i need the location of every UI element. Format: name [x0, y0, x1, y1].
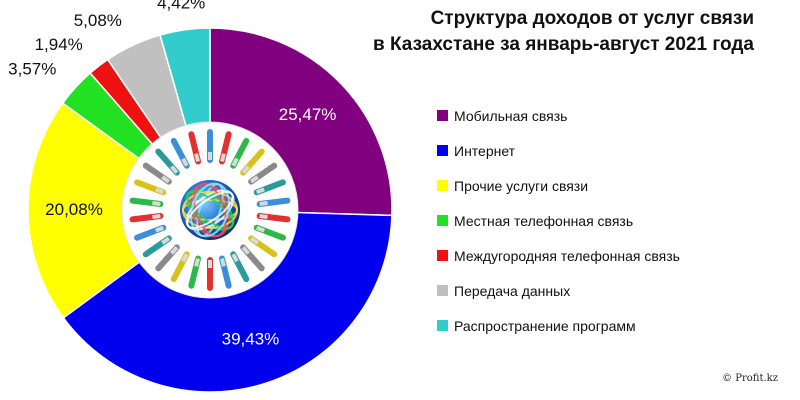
legend-swatch [437, 320, 448, 331]
legend-label: Прочие услуги связи [454, 177, 589, 194]
cable-plug-tip [181, 157, 189, 167]
slice-label-3: 3,57% [8, 59, 56, 78]
legend-label: Интернет [454, 142, 516, 159]
cable-plug-tip [170, 246, 179, 255]
slice-label-2: 20,08% [45, 200, 103, 219]
cable-strand [186, 191, 234, 229]
chart-title-line-2: в Казахстане за январь-август 2021 года [372, 34, 754, 55]
legend-item: Распространение программ [437, 308, 680, 343]
chart-title-line-1: Структура доходов от услуг связи [430, 8, 754, 29]
legend-label: Междугородняя телефонная связь [454, 247, 680, 264]
cable-plug-tip [161, 175, 170, 184]
legend-swatch [437, 110, 448, 121]
legend-item: Прочие услуги связи [437, 168, 680, 203]
legend-swatch [437, 215, 448, 226]
cable-strand [193, 182, 227, 238]
slice-label-4: 1,94% [35, 35, 83, 54]
cable-plug-tip [250, 175, 259, 184]
copyright-text: © Profit.kz [722, 373, 778, 384]
cable-plug-tip [161, 236, 170, 245]
cable-plug-tip [259, 214, 268, 219]
cable-bundle-image [129, 129, 291, 291]
cable-plug-tip [181, 253, 189, 263]
legend-item: Интернет [437, 133, 680, 168]
cable-plug-tip [231, 253, 239, 263]
cable-plug-tip [155, 187, 164, 195]
legend-swatch [437, 285, 448, 296]
cable-plug-tip [220, 153, 226, 162]
legend-item: Передача данных [437, 273, 680, 308]
cable-plug-tip [256, 187, 265, 195]
legend-label: Местная телефонная связь [454, 212, 634, 229]
legend-swatch [437, 180, 448, 191]
cable-strand [182, 191, 238, 229]
cable-plug-tip [241, 165, 250, 174]
cable-plug-tip [231, 157, 239, 167]
slice-label-5: 5,08% [74, 11, 122, 30]
cable-plug-tip [155, 225, 164, 233]
cable-plug-tip [256, 225, 265, 233]
cable-plug-tip [259, 201, 268, 206]
cable-plug-tip [241, 246, 250, 255]
legend-item: Междугородняя телефонная связь [437, 238, 680, 273]
cable-plug-tip [250, 236, 259, 245]
chart-legend: Мобильная связь Интернет Прочие услуги свя… [437, 98, 680, 343]
cable-plug-tip [220, 258, 226, 267]
cable-plug-tip [194, 153, 200, 162]
legend-swatch [437, 145, 448, 156]
cable-plug-tip [152, 201, 161, 206]
cable-plug-tip [194, 258, 200, 267]
cable-plug-tip [152, 214, 161, 219]
cable-strand [186, 191, 234, 229]
slice-label-6: 4,42% [157, 0, 205, 12]
legend-label: Распространение программ [454, 317, 636, 334]
legend-item: Местная телефонная связь [437, 203, 680, 238]
cable-plug-tip [170, 165, 179, 174]
slice-label-1: 39,43% [222, 329, 280, 348]
legend-swatch [437, 250, 448, 261]
legend-label: Мобильная связь [454, 107, 568, 124]
legend-item: Мобильная связь [437, 98, 680, 133]
cable-strand [189, 182, 231, 238]
slice-label-0: 25,47% [279, 105, 337, 124]
legend-label: Передача данных [454, 282, 571, 299]
